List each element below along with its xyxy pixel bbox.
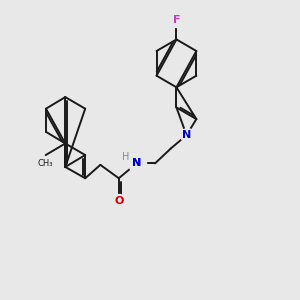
Text: N: N	[132, 158, 141, 168]
Text: H: H	[122, 152, 129, 161]
Text: N: N	[182, 130, 191, 140]
Text: F: F	[173, 14, 180, 25]
Text: O: O	[114, 196, 124, 206]
Text: CH₃: CH₃	[38, 159, 53, 168]
Text: N: N	[132, 158, 141, 168]
